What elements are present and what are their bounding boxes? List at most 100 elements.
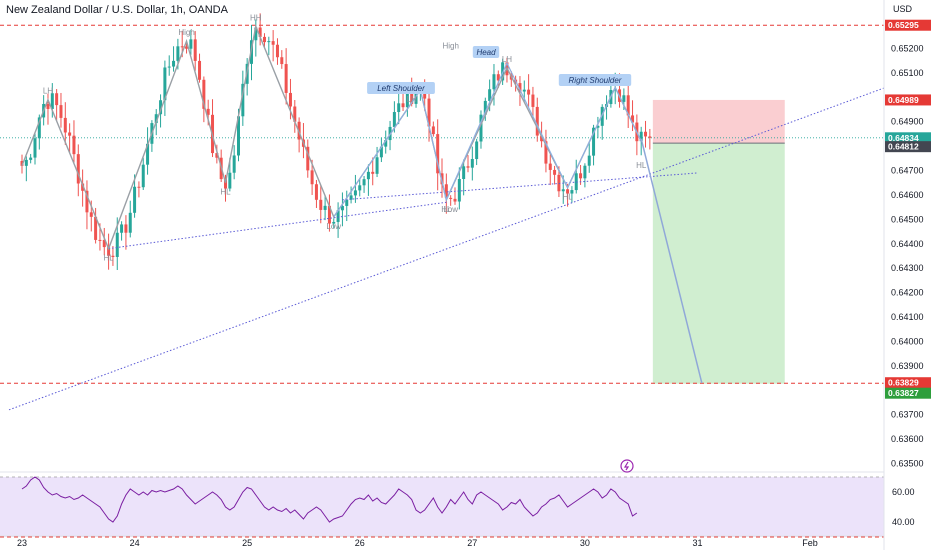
candle [284, 48, 288, 105]
take-profit-zone [652, 143, 785, 384]
swing-label: HL [636, 161, 647, 170]
candle-body [496, 74, 500, 81]
candle [76, 144, 80, 197]
candle [280, 50, 284, 69]
candle-body [570, 190, 574, 194]
price-tag [885, 94, 931, 106]
candle-body [154, 114, 158, 124]
rsi-panel [0, 459, 884, 538]
candle-body [310, 170, 314, 185]
time-tick-label: 23 [17, 538, 27, 548]
candle [457, 167, 461, 210]
candle [583, 163, 587, 188]
candle-body [592, 127, 596, 156]
candle [128, 200, 132, 238]
candle-body [323, 205, 327, 210]
candle-body [466, 166, 470, 168]
candle [444, 173, 448, 214]
candle-body [462, 166, 466, 179]
candle-body [444, 184, 448, 198]
candle-body [68, 132, 72, 136]
candle-body [345, 199, 349, 206]
candle-body [63, 117, 67, 133]
candle-body [371, 171, 375, 174]
time-tick-label: 26 [355, 538, 365, 548]
candle-body [102, 239, 106, 248]
candle-body [414, 93, 418, 104]
candle-body [522, 89, 526, 92]
price-tick-label: 0.64200 [891, 288, 924, 298]
swing-label: LH [407, 95, 417, 104]
candle-body [163, 67, 167, 101]
candle-body [566, 189, 570, 194]
price-tag-label: 0.64989 [888, 95, 919, 105]
candle [332, 218, 336, 229]
candle-body [336, 210, 340, 222]
swing-label: LH [502, 55, 512, 64]
candle-body [366, 171, 370, 180]
candle-body [50, 93, 54, 109]
price-tick-label: 0.65200 [891, 43, 924, 53]
candle [548, 154, 552, 186]
swing-label: High [442, 41, 458, 50]
candle [293, 100, 297, 133]
candle-body [288, 92, 292, 107]
swing-label: LH [43, 87, 53, 96]
candle [111, 245, 115, 266]
candle-body [475, 141, 479, 160]
candle [68, 123, 72, 153]
candle [644, 120, 648, 148]
candle [397, 92, 401, 125]
price-tick-label: 0.64900 [891, 117, 924, 127]
candle-body [141, 164, 145, 188]
candle [29, 153, 33, 164]
candle [72, 120, 76, 163]
candle [232, 145, 236, 180]
candle-body [29, 157, 33, 160]
position-zones [652, 99, 785, 384]
candle [345, 190, 349, 222]
candle [553, 165, 557, 185]
candle [163, 60, 167, 116]
candle-body [540, 135, 544, 142]
candle-body [189, 39, 193, 49]
candle [362, 175, 366, 193]
candle [366, 164, 370, 196]
candle-body [527, 89, 531, 95]
candle [133, 174, 137, 218]
candle-body [267, 41, 271, 43]
candle-body [85, 190, 89, 213]
candle-body [375, 157, 379, 174]
candle [258, 13, 262, 46]
time-tick-label: 24 [130, 538, 140, 548]
candle [483, 97, 487, 121]
lightning-icon[interactable] [620, 459, 634, 473]
candle-body [76, 154, 80, 184]
candle-body [362, 179, 366, 186]
candle-body [224, 179, 228, 189]
candle-body [579, 173, 583, 179]
candle-body [185, 46, 189, 49]
candle [172, 46, 176, 72]
candle-body [626, 95, 630, 116]
candle-body [410, 86, 414, 104]
candle-body [206, 108, 210, 115]
candle [137, 181, 141, 198]
price-tick-label: 0.63600 [891, 434, 924, 444]
candle-body [115, 232, 119, 257]
right-shoulder-label: Right Shoulder [569, 76, 622, 85]
candle [596, 116, 600, 139]
candle-body [314, 184, 318, 200]
axis-background [884, 0, 932, 550]
candle-body [553, 169, 557, 175]
candle-body [392, 112, 396, 127]
candle-body [479, 114, 483, 142]
candle-body [470, 159, 474, 168]
candle-body [457, 178, 461, 202]
candle [85, 180, 89, 230]
price-tag [885, 19, 931, 31]
swing-label: Low [326, 222, 341, 231]
